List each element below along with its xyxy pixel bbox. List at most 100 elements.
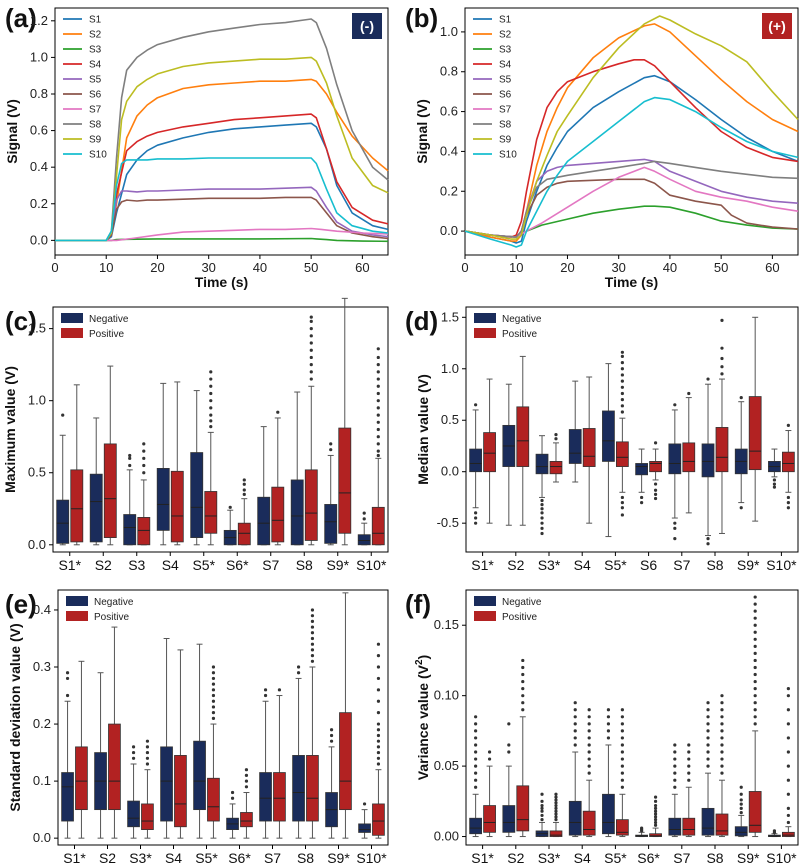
legend-label-S2: S2 [89,30,102,41]
x-axis-label: Time (s) [195,274,248,290]
x-tick-label: 20 [150,260,164,275]
outlier-point [786,813,790,818]
outlier-point [673,743,677,747]
outlier-point [540,526,544,530]
outlier-point [620,506,624,510]
box-body [207,777,220,822]
legend-label-positive: Positive [502,612,537,623]
outlier-point [242,488,246,492]
outlier-point [673,526,677,530]
series-line-S7 [55,227,389,242]
box-body [649,833,662,837]
category-label: S1* [471,850,494,866]
outlier-point [376,377,380,381]
box-body [668,817,682,836]
outlier-point [65,676,70,681]
y-axis-label: Variance value (V2) [414,655,431,780]
outlier-point [521,658,525,663]
legend-label-S4: S4 [89,60,102,71]
outlier-point [554,812,558,816]
outlier-point [587,771,591,775]
outlier-point [540,803,544,808]
category-label: S3* [129,850,152,866]
box-body [273,772,286,822]
box-body [483,432,496,473]
outlier-point [131,756,136,760]
box-body [324,504,338,544]
outlier-point [540,503,544,507]
outlier-point [786,806,790,810]
box-body [137,517,151,546]
outlier-point [587,729,591,733]
box-negative-S10* [358,802,371,839]
outlier-point [720,356,724,361]
outlier-point [310,636,315,641]
outlier-point [540,818,544,822]
outlier-point [376,355,380,360]
outlier-point [376,739,381,743]
outlier-point [376,762,381,766]
box-body [141,803,154,830]
outlier-point [786,495,790,500]
outlier-point [474,511,478,515]
panel-letter: (c) [5,306,37,336]
outlier-point [540,521,544,525]
category-label: S10* [356,850,387,866]
outlier-point [706,701,710,705]
category-label: S3 [128,557,145,573]
box-body [170,470,184,543]
outlier-point [145,745,150,749]
outlier-point [620,398,624,402]
outlier-point [211,693,216,698]
box-negative-S6* [635,826,649,838]
box-body [549,461,563,475]
outlier-point [753,687,757,691]
outlier-point [753,595,757,599]
outlier-point [521,708,525,712]
y-tick-label: 0.5 [28,465,46,480]
box-negative-S9* [325,728,338,839]
box-body [549,830,563,837]
box-negative-S1* [56,413,70,546]
category-label: S10* [766,557,797,573]
outlier-point [587,736,591,740]
outlier-point [673,750,677,754]
box-body [701,807,715,836]
category-label: S9* [327,850,350,866]
legend-label-S1: S1 [499,15,512,26]
box-negative-S5* [190,390,204,546]
box-positive-S6 [649,441,662,501]
box-body [338,427,352,534]
box-body [682,817,696,836]
outlier-point [706,736,710,740]
outlier-point [706,729,710,733]
outlier-point [753,616,757,620]
legend-label-negative: Negative [94,597,134,608]
box-negative-S4 [160,637,173,839]
y-tick-label: 0.3 [33,659,51,674]
outlier-point [142,471,146,475]
y-tick-label: 0.15 [434,617,459,632]
outlier-point [620,354,624,359]
condition-badge [762,13,792,39]
x-tick-label: 40 [663,260,677,275]
legend-label-positive: Positive [94,612,129,623]
box-body [123,514,137,546]
outlier-point [753,644,757,648]
y-axis-label-text: Standard deviation value (V) [7,623,23,811]
outlier-point [474,785,478,789]
outlier-point [720,372,724,376]
box-negative-S3* [535,435,549,536]
outlier-point [620,708,624,712]
box-negative-S10* [357,511,371,546]
outlier-point [376,406,380,410]
outlier-point [753,694,757,698]
outlier-point [620,785,624,789]
outlier-point [653,818,658,822]
outlier-point [309,370,313,374]
box-positive-S1* [483,750,496,838]
box-negative-S6* [223,505,237,546]
box-body [568,800,582,836]
category-label: S7 [673,557,690,573]
outlier-point [620,743,624,747]
